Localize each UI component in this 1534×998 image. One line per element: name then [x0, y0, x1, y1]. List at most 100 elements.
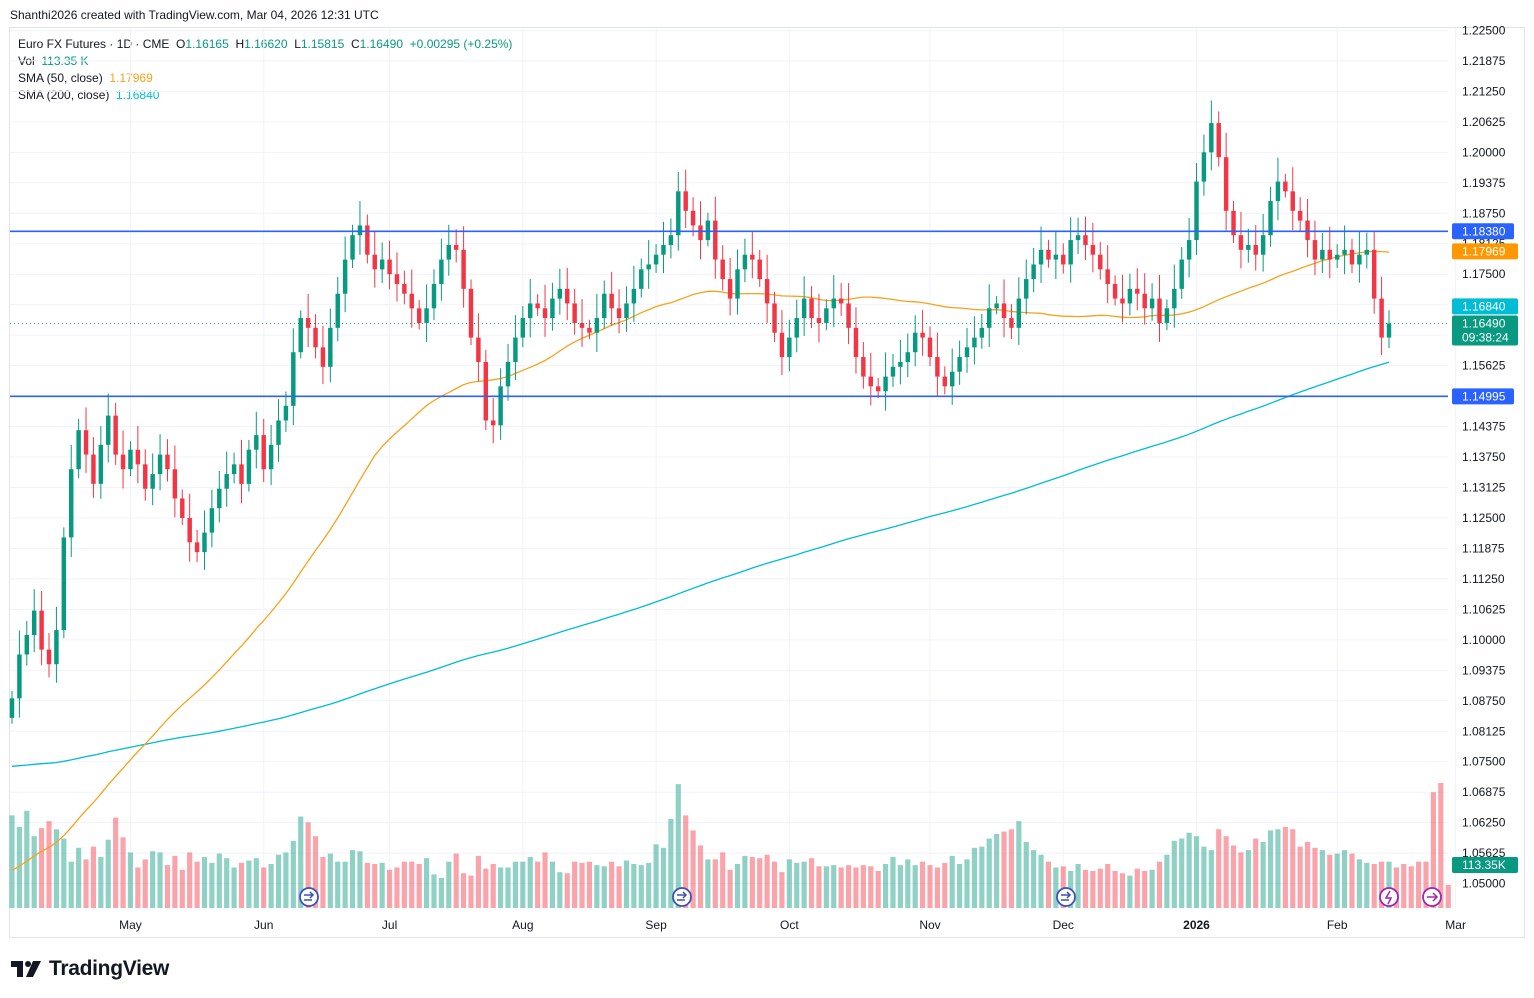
candle-body [1275, 181, 1281, 202]
y-tick-label: 1.07500 [1462, 755, 1506, 769]
candle-body [861, 357, 866, 377]
tradingview-logo[interactable]: TradingView [11, 957, 169, 981]
volume-bar [231, 867, 237, 908]
price-tag-sma50 [1452, 243, 1518, 260]
candle-body [1201, 152, 1207, 182]
volume-bar [1371, 864, 1377, 908]
candle-body [424, 308, 429, 323]
volume-bar [1164, 854, 1170, 908]
volume-bar [416, 864, 422, 908]
event-marker-icon[interactable] [672, 887, 692, 907]
volume-bar [1282, 826, 1288, 908]
volume-bar [275, 854, 282, 908]
candle-body [668, 235, 674, 245]
volume-bar [853, 867, 859, 908]
candle-body [483, 361, 489, 421]
volume-bar [1401, 864, 1407, 908]
candle-body [972, 337, 977, 348]
volume-bar [1001, 831, 1007, 908]
volume-bar [1060, 866, 1066, 908]
chart-header: Shanthi2026 created with TradingView.com… [10, 8, 379, 22]
y-tick-label: 1.10000 [1462, 633, 1506, 647]
chart-frame [9, 27, 1525, 938]
volume-bar [668, 818, 674, 908]
volume-bar [209, 862, 215, 908]
volume-bar [438, 877, 444, 908]
volume-bar [564, 873, 570, 908]
horizontal-level-tag-label: 1.14995 [1462, 389, 1506, 403]
candle-body [1083, 235, 1088, 245]
candle-body [402, 283, 407, 294]
candle-body [616, 308, 622, 319]
volume-bar [61, 838, 67, 908]
volume-bar [349, 850, 356, 908]
volume-bar [868, 866, 874, 908]
volume-bar [1319, 850, 1325, 908]
candle-body [1305, 220, 1310, 241]
volume-bar [1186, 832, 1192, 908]
volume-bar [1149, 869, 1155, 908]
candle-body [476, 337, 481, 362]
candle-body [498, 386, 503, 426]
volume-bar [253, 858, 259, 908]
volume-bar [764, 854, 770, 908]
event-marker-icon[interactable] [299, 887, 319, 907]
candle-body [905, 352, 911, 362]
candle-body [1090, 244, 1096, 255]
event-marker-icon[interactable] [1056, 887, 1076, 907]
candle-body [772, 303, 777, 333]
volume-bar [320, 857, 326, 908]
legend-open-value: 1.16165 [185, 37, 229, 51]
volume-bar [1171, 840, 1177, 908]
volume-bar [638, 865, 644, 908]
volume-bar [1201, 846, 1207, 908]
volume-bar [512, 861, 519, 908]
volume-bar [98, 857, 104, 908]
volume-bar [549, 861, 556, 908]
candle-body [453, 244, 459, 250]
tradingview-brand-text: TradingView [49, 957, 170, 980]
volume-bar [401, 861, 407, 908]
volume-bar [971, 847, 978, 908]
candle-body [1364, 249, 1370, 255]
volume-bar [875, 870, 881, 908]
volume-bar [1031, 850, 1037, 908]
candle-body [883, 376, 888, 392]
volume-bar [1245, 850, 1251, 908]
volume-bar [557, 872, 563, 908]
volume-bar [520, 861, 526, 908]
candle-body [572, 303, 577, 323]
candle-body [631, 288, 637, 304]
candle-body [690, 210, 696, 226]
volume-bar [1430, 792, 1437, 908]
candle-body [602, 293, 607, 319]
volume-bar [727, 869, 733, 908]
volume-bar [535, 861, 541, 908]
candle-body [994, 303, 999, 309]
volume-bar [542, 852, 548, 908]
volume-bar [816, 866, 822, 908]
candle-body [987, 308, 992, 328]
legend-sma50-row[interactable]: SMA (50, close) 1.17969 [18, 70, 512, 87]
candle-body [187, 517, 192, 543]
candle-body [639, 269, 644, 289]
volume-bar [1386, 861, 1392, 908]
candle-body [742, 254, 748, 270]
volume-bar [194, 861, 200, 908]
candle-body [17, 654, 22, 699]
horizontal-level-tag [1452, 223, 1514, 240]
volume-bar [1253, 838, 1259, 908]
candle-body [528, 303, 533, 319]
earnings-marker-icon[interactable] [1379, 887, 1399, 907]
volume-bar [912, 865, 918, 908]
candle-body [735, 269, 740, 299]
candle-body [1075, 235, 1081, 241]
x-tick-label: May [119, 918, 142, 932]
volume-bar [601, 866, 607, 908]
volume-bar [697, 845, 704, 908]
x-tick-label: Jul [382, 918, 397, 932]
candle-body [594, 318, 600, 333]
event-marker-arrow [1061, 891, 1072, 901]
legend-symbol[interactable]: Euro FX Futures · 1D · CME [18, 37, 170, 51]
